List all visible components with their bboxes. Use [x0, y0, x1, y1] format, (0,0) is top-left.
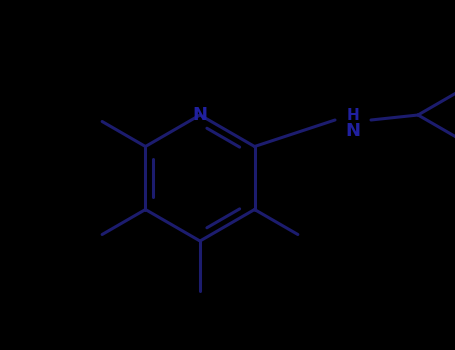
Text: N: N [192, 106, 207, 124]
Text: H: H [347, 108, 359, 123]
Text: N: N [345, 122, 360, 140]
